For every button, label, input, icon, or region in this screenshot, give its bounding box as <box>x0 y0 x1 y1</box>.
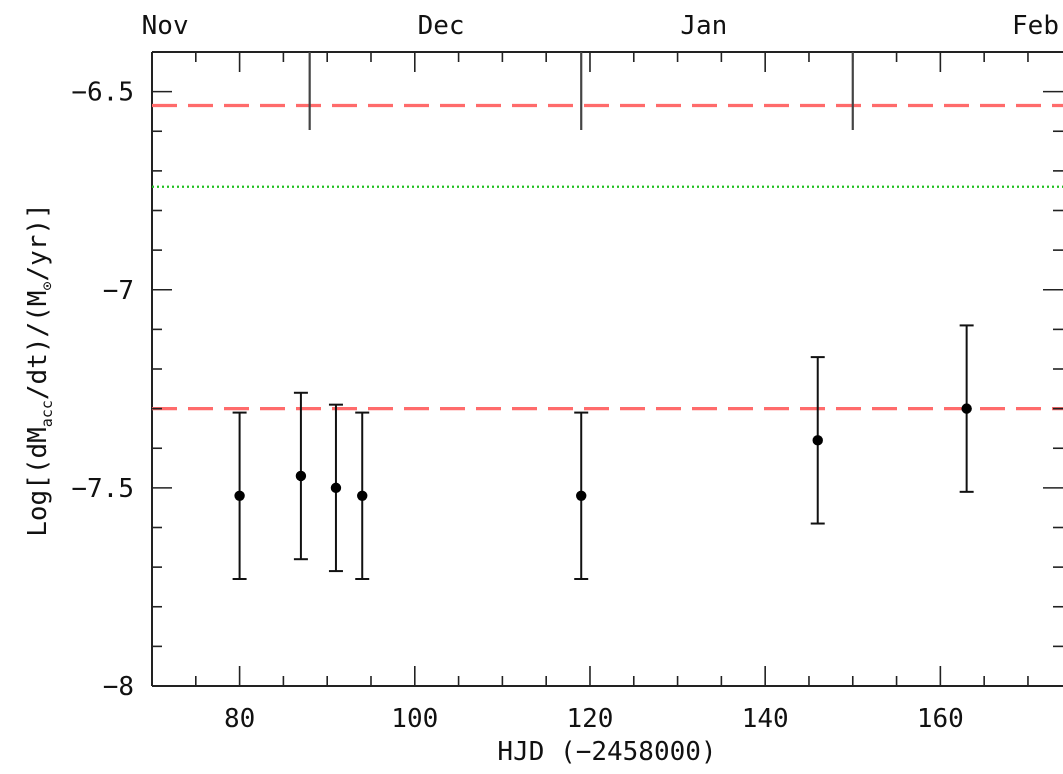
month-boundaries <box>308 52 854 130</box>
y-tick-label: −7 <box>103 276 134 306</box>
data-points <box>232 324 974 581</box>
y-axis-title-sym: ⊙ <box>38 282 56 291</box>
y-axis-title: Log[(dMacc/dt)/(M⊙/yr)] <box>23 203 56 537</box>
month-labels: Nov Dec Jan Feb <box>142 11 1059 41</box>
x-tick-label: 140 <box>742 704 789 734</box>
x-tick-label: 120 <box>566 704 613 734</box>
y-axis-title-mid: /dt)/(M <box>23 291 53 401</box>
y-axis-title-pre: Log[(dM <box>23 427 53 537</box>
x-tick-labels: 80 100 120 140 160 <box>224 704 964 734</box>
data-point <box>234 490 245 501</box>
x-tick-label: 160 <box>917 704 964 734</box>
month-label-feb: Feb <box>1012 11 1059 41</box>
month-label-nov: Nov <box>142 11 189 41</box>
data-point <box>961 403 972 414</box>
data-point <box>576 490 587 501</box>
minor-ticks <box>151 51 1063 686</box>
month-label-dec: Dec <box>418 11 465 41</box>
y-tick-label: −8 <box>103 672 134 702</box>
y-tick-label: −7.5 <box>71 474 134 504</box>
x-axis-title: HJD (−2458000) <box>497 737 716 767</box>
data-point <box>357 490 368 501</box>
major-ticks <box>152 52 1063 687</box>
x-tick-label: 100 <box>391 704 438 734</box>
y-tick-label: −6.5 <box>71 78 134 108</box>
reference-lines <box>152 103 1063 411</box>
month-label-jan: Jan <box>680 11 727 41</box>
x-tick-label: 80 <box>224 704 255 734</box>
data-point <box>330 482 342 494</box>
y-axis-title-post: /yr)] <box>23 203 53 281</box>
data-point <box>295 470 307 482</box>
data-point <box>812 435 823 446</box>
y-axis-title-sub: acc <box>38 400 56 427</box>
plot-frame <box>151 51 1063 687</box>
y-tick-labels: −8 −7.5 −7 −6.5 <box>71 78 134 702</box>
